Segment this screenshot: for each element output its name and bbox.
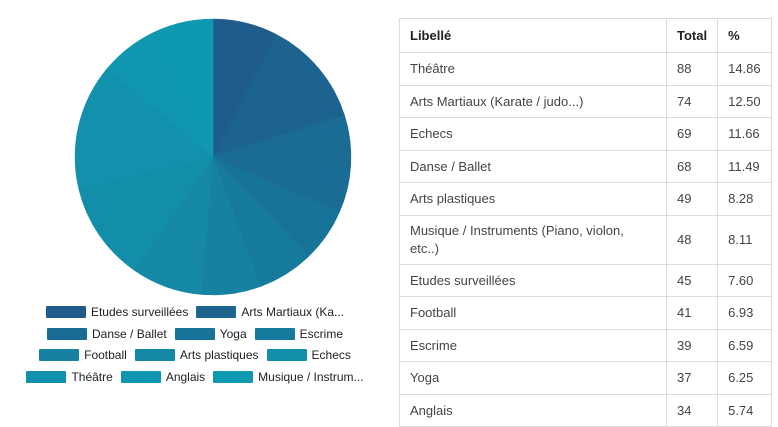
legend-row: Théâtre Anglais Musique / Instrum... [0,370,390,384]
legend-item[interactable]: Escrime [254,327,343,341]
cell-libelle: Théâtre [399,52,667,86]
cell-total: 39 [665,328,719,362]
cell-total: 69 [665,117,719,151]
legend-item[interactable]: Théâtre [26,370,113,384]
legend-swatch [196,306,237,318]
table-header-row: Libellé Total % [399,18,772,53]
legend-label: Yoga [219,327,247,341]
cell-percent: 6.25 [717,361,772,395]
cell-percent: 5.74 [717,393,772,427]
table-row: Danse / Ballet 68 11.49 [399,149,772,183]
cell-libelle: Musique / Instruments (Piano, violon, et… [399,214,667,265]
cell-libelle: Danse / Ballet [399,149,667,183]
data-table: Libellé Total % Théâtre 88 14.86 Arts Ma… [399,18,772,427]
legend-label: Théâtre [71,370,113,384]
table-row: Anglais 34 5.74 [399,393,772,427]
table-row: Echecs 69 11.66 [399,117,772,151]
table-row: Musique / Instruments (Piano, violon, et… [399,214,772,265]
cell-libelle: Anglais [399,393,667,427]
legend-swatch [254,328,295,340]
pie-chart-panel: Etudes surveillées Arts Martiaux (Ka... Da… [0,18,390,384]
legend-swatch [47,328,87,340]
table-row: Etudes surveillées 45 7.60 [399,263,772,297]
header-total: Total [665,18,719,53]
legend-swatch [39,349,80,361]
legend-swatch [213,371,254,383]
cell-total: 45 [665,263,719,297]
table-row: Yoga 37 6.25 [399,361,772,395]
cell-libelle: Etudes surveillées [399,263,667,297]
cell-total: 41 [665,296,719,330]
cell-libelle: Echecs [399,117,667,151]
legend-swatch [120,371,161,383]
legend-label: Danse / Ballet [92,327,167,341]
legend-item[interactable]: Musique / Instrum... [213,370,364,384]
pie-slice [212,34,345,158]
pie-slice [74,67,214,190]
cell-percent: 7.60 [717,263,772,297]
legend-label: Arts plastiques [179,348,259,362]
legend-label: Etudes surveillées [90,305,189,319]
cell-percent: 12.50 [717,84,772,118]
legend-label: Arts Martiaux (Ka... [241,305,345,319]
legend-row: Danse / Ballet Yoga Escrime [0,327,390,341]
legend-item[interactable]: Anglais [120,370,206,384]
cell-total: 37 [665,361,719,395]
cell-total: 34 [665,393,719,427]
legend-swatch [26,371,67,383]
cell-total: 74 [665,84,719,118]
legend-swatch [45,306,86,318]
cell-percent: 11.66 [717,117,772,151]
legend-row: Football Arts plastiques Echecs [0,348,390,362]
cell-libelle: Arts plastiques [399,182,667,216]
legend-swatch [174,328,215,340]
cell-total: 48 [665,214,719,265]
pie-slice [78,156,214,271]
legend-label: Escrime [299,327,343,341]
header-percent: % [717,18,772,53]
legend-item[interactable]: Arts plastiques [134,348,259,362]
cell-percent: 14.86 [717,52,772,86]
pie-chart [74,18,352,296]
legend-item[interactable]: Echecs [266,348,351,362]
legend-item[interactable]: Football [39,348,127,362]
legend-item[interactable]: Etudes surveillées [45,305,189,319]
table-row: Arts Martiaux (Karate / judo...) 74 12.5… [399,84,772,118]
legend-label: Musique / Instrum... [258,370,364,384]
legend-item[interactable]: Yoga [174,327,247,341]
legend-swatch [266,349,307,361]
table-row: Arts plastiques 49 8.28 [399,182,772,216]
legend-row: Etudes surveillées Arts Martiaux (Ka... [0,305,390,319]
cell-percent: 11.49 [717,149,772,183]
legend-item[interactable]: Danse / Ballet [47,327,167,341]
cell-libelle: Escrime [399,328,667,362]
pie-slice [145,18,214,158]
table-row: Théâtre 88 14.86 [399,52,772,86]
cell-total: 49 [665,182,719,216]
cell-libelle: Arts Martiaux (Karate / judo...) [399,84,667,118]
legend-swatch [134,349,175,361]
legend-item[interactable]: Arts Martiaux (Ka... [196,305,344,319]
cell-total: 88 [665,52,719,86]
table-row: Football 41 6.93 [399,296,772,330]
cell-libelle: Football [399,296,667,330]
legend-label: Echecs [311,348,351,362]
cell-total: 68 [665,149,719,183]
cell-percent: 8.11 [717,214,772,265]
header-libelle: Libellé [399,18,667,53]
legend-label: Football [84,348,127,362]
table-row: Escrime 39 6.59 [399,328,772,362]
legend-label: Anglais [165,370,206,384]
cell-percent: 6.93 [717,296,772,330]
cell-libelle: Yoga [399,361,667,395]
pie-slice [212,114,352,213]
cell-percent: 8.28 [717,182,772,216]
cell-percent: 6.59 [717,328,772,362]
